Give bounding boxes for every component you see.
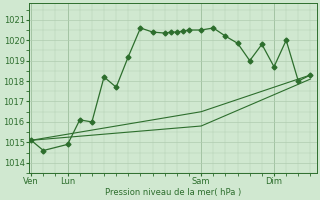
X-axis label: Pression niveau de la mer( hPa ): Pression niveau de la mer( hPa ) <box>105 188 241 197</box>
